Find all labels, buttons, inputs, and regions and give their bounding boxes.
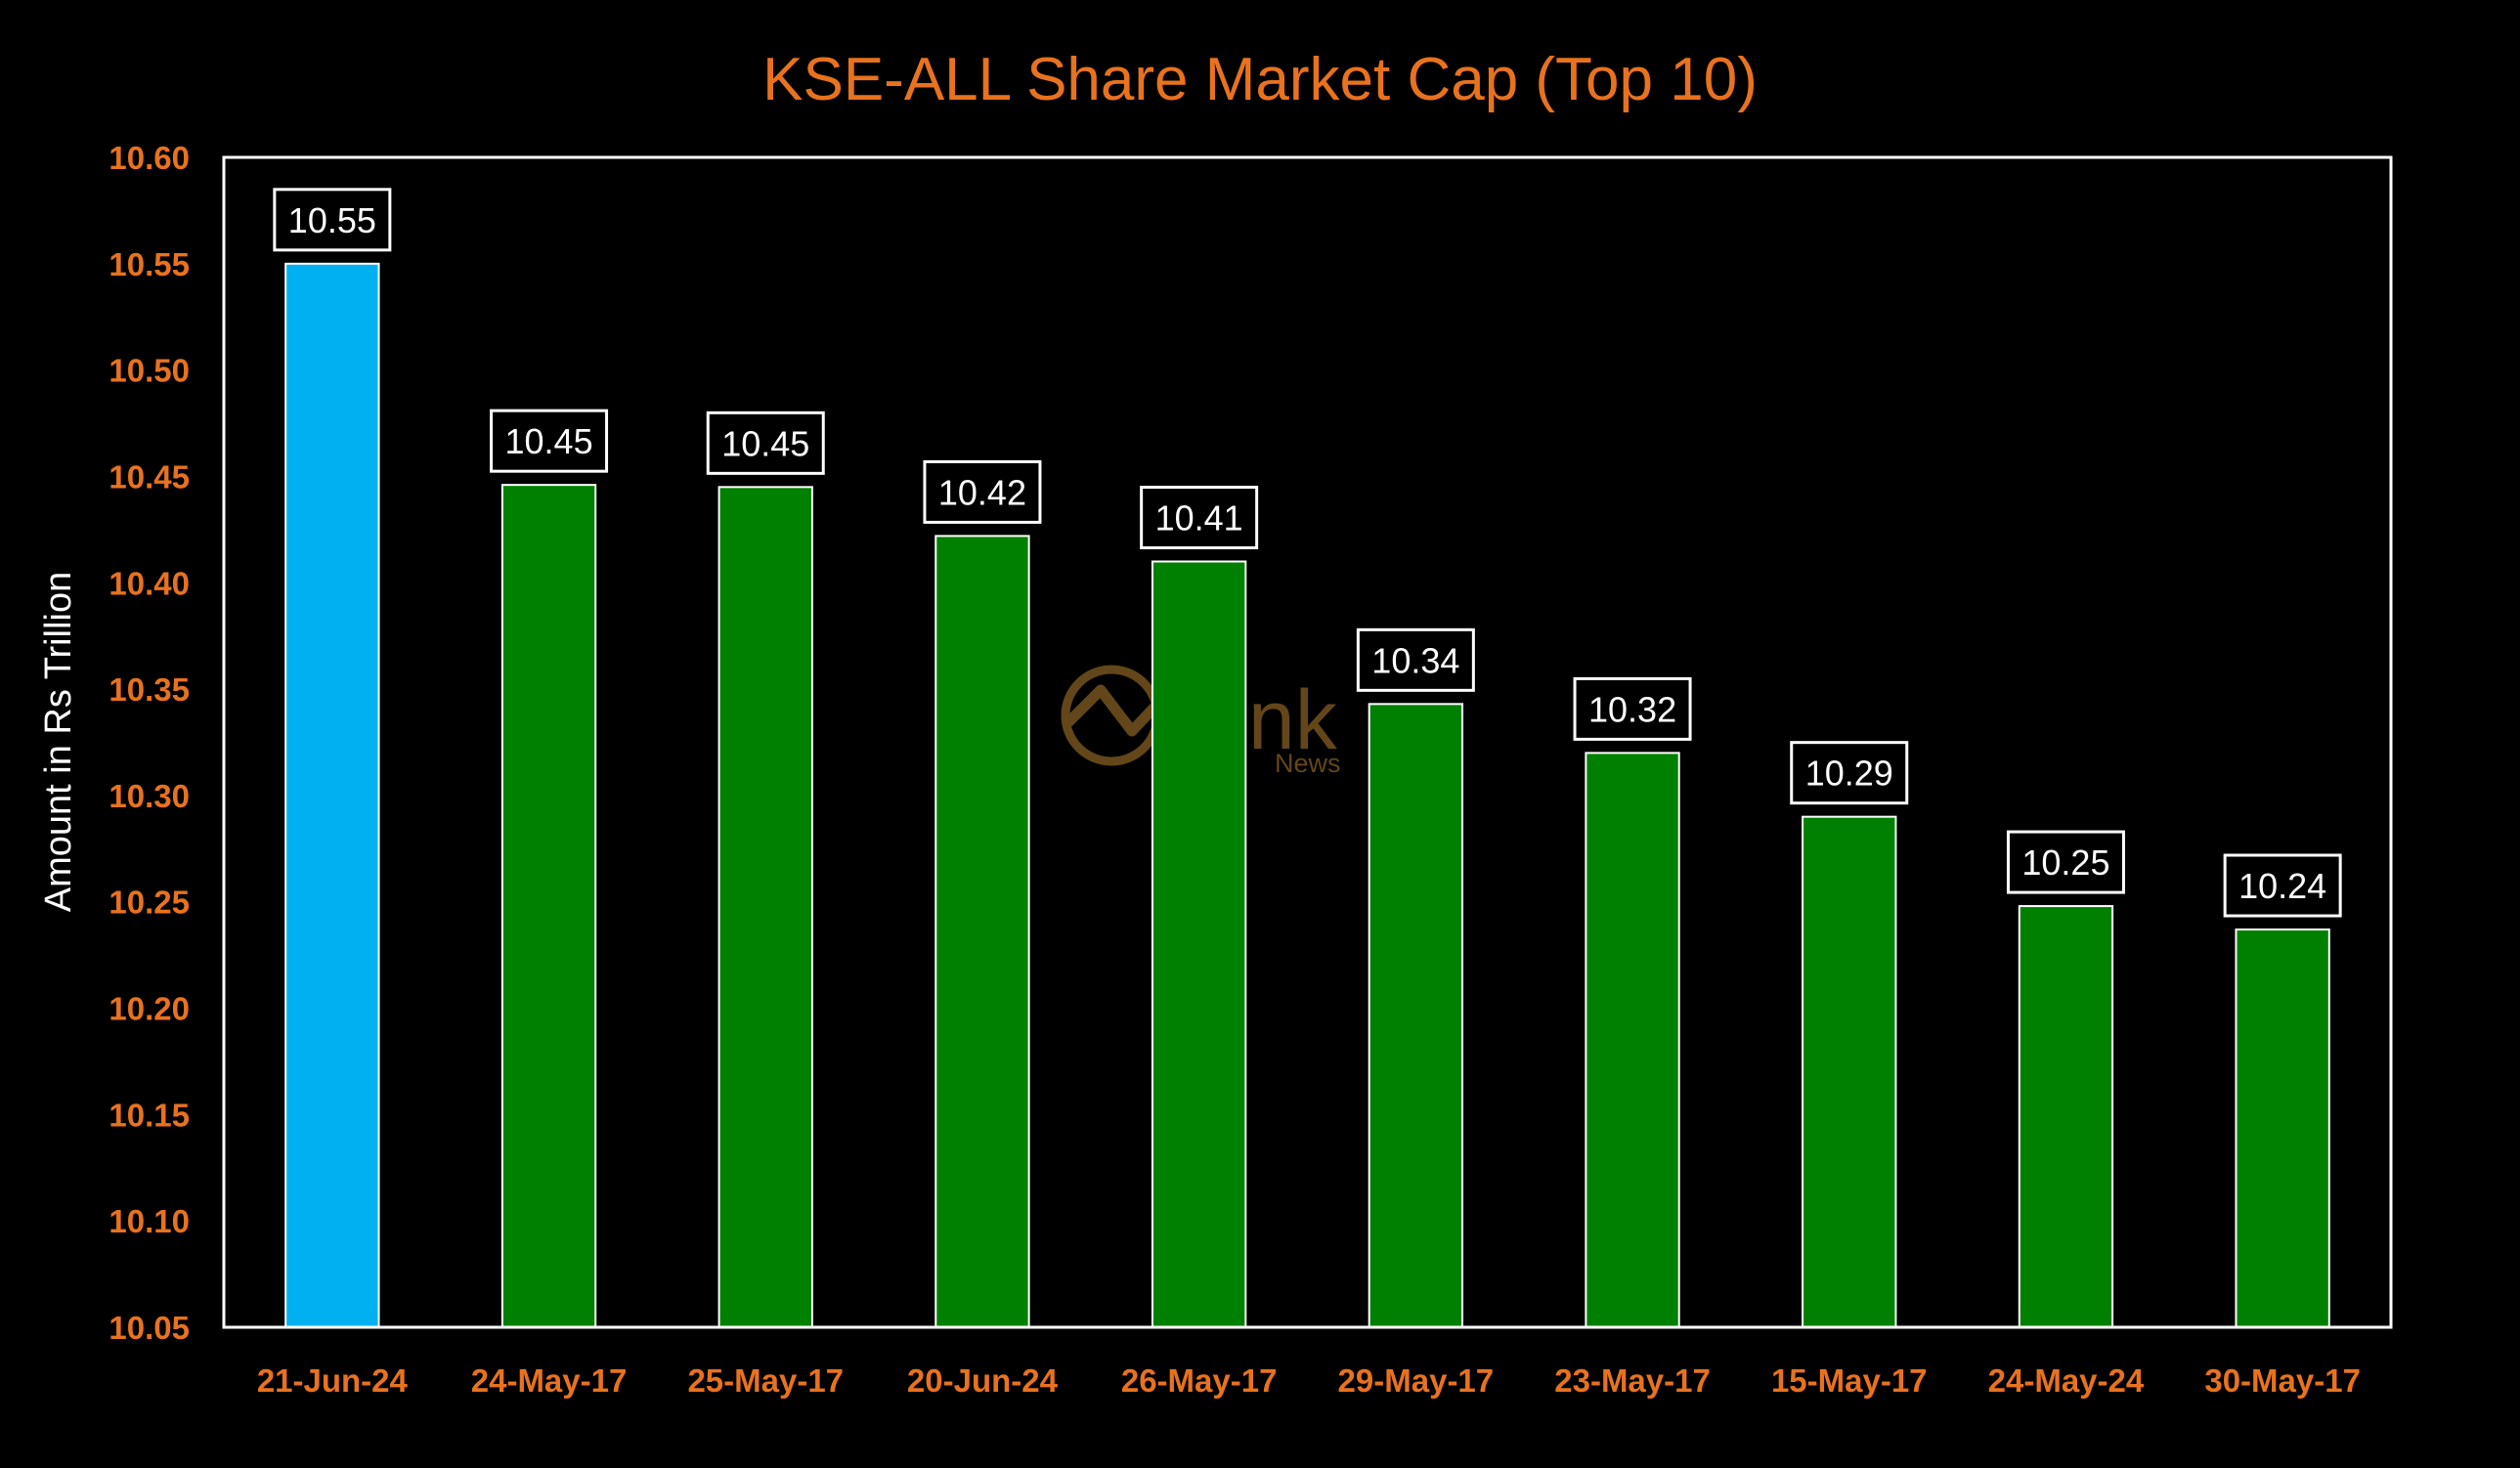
y-tick-label: 10.35	[109, 671, 190, 708]
data-label: 10.45	[721, 423, 809, 463]
y-tick-label: 10.10	[109, 1203, 190, 1239]
x-tick-label: 30-May-17	[2204, 1362, 2361, 1399]
y-tick-label: 10.50	[109, 353, 190, 389]
bar	[284, 262, 380, 1328]
data-label-box	[923, 459, 1042, 524]
data-label-box	[1356, 627, 1475, 692]
data-label-box	[273, 188, 392, 252]
bar	[717, 486, 813, 1328]
x-tick-label: 20-Jun-24	[907, 1362, 1059, 1399]
x-tick-label: 25-May-17	[687, 1362, 844, 1399]
bar	[2235, 928, 2330, 1329]
data-label: 10.45	[505, 421, 593, 461]
y-tick-label: 10.45	[109, 458, 190, 495]
data-label-box	[706, 410, 825, 475]
x-tick-label: 26-May-17	[1121, 1362, 1278, 1399]
data-label-box	[2223, 853, 2342, 918]
bar	[1585, 752, 1680, 1328]
x-tick-label: 29-May-17	[1338, 1362, 1495, 1399]
x-tick-label: 24-May-24	[1988, 1362, 2145, 1399]
x-axis-ticks: 21-Jun-24 24-May-17 25-May-17 20-Jun-24 26-M…	[257, 1362, 2361, 1399]
data-label-box	[490, 409, 609, 473]
y-tick-label: 10.60	[109, 140, 190, 176]
bar	[2018, 905, 2114, 1329]
x-tick-label: 15-May-17	[1771, 1362, 1928, 1399]
y-tick-label: 10.20	[109, 991, 190, 1027]
bar	[1802, 815, 1897, 1328]
data-label-box	[1573, 676, 1692, 741]
data-label-box	[2006, 830, 2125, 894]
x-tick-label: 24-May-17	[471, 1362, 628, 1399]
bar	[934, 535, 1030, 1328]
bar	[500, 484, 597, 1329]
y-tick-label: 10.25	[109, 885, 190, 921]
y-tick-label: 10.05	[109, 1310, 190, 1346]
data-label: 10.34	[1371, 640, 1459, 680]
bar	[1151, 560, 1247, 1328]
data-label: 10.24	[2238, 866, 2326, 906]
y-tick-label: 10.15	[109, 1097, 190, 1133]
bar	[1368, 703, 1464, 1328]
data-label: 10.29	[1805, 754, 1893, 794]
plot-area-border	[222, 155, 2393, 1329]
y-tick-label: 10.55	[109, 246, 190, 282]
bars-layer	[284, 262, 2330, 1329]
watermark-sub: News	[1275, 749, 1341, 778]
y-tick-label: 10.40	[109, 565, 190, 601]
data-label: 10.32	[1588, 689, 1676, 729]
data-label: 10.42	[938, 472, 1026, 512]
x-tick-label: 21-Jun-24	[257, 1362, 409, 1399]
data-label-box	[1790, 741, 1909, 805]
x-tick-label: 23-May-17	[1554, 1362, 1711, 1399]
data-label: 10.25	[2021, 842, 2109, 883]
y-axis-title: Amount in Rs Trillion	[38, 572, 79, 912]
data-label-box	[1140, 486, 1259, 550]
data-label: 10.41	[1155, 498, 1243, 539]
data-labels-layer: 10.55 10.45 10.45 10.42 10.41 10.34 10.32 10.29…	[273, 188, 2342, 918]
data-label: 10.55	[288, 200, 376, 240]
chart-title: KSE-ALL Share Market Cap (Top 10)	[762, 46, 1758, 113]
y-tick-label: 10.30	[109, 778, 190, 814]
y-axis-ticks: 10.05 10.10 10.15 10.20 10.25 10.30 10.35 10.40…	[109, 140, 190, 1346]
